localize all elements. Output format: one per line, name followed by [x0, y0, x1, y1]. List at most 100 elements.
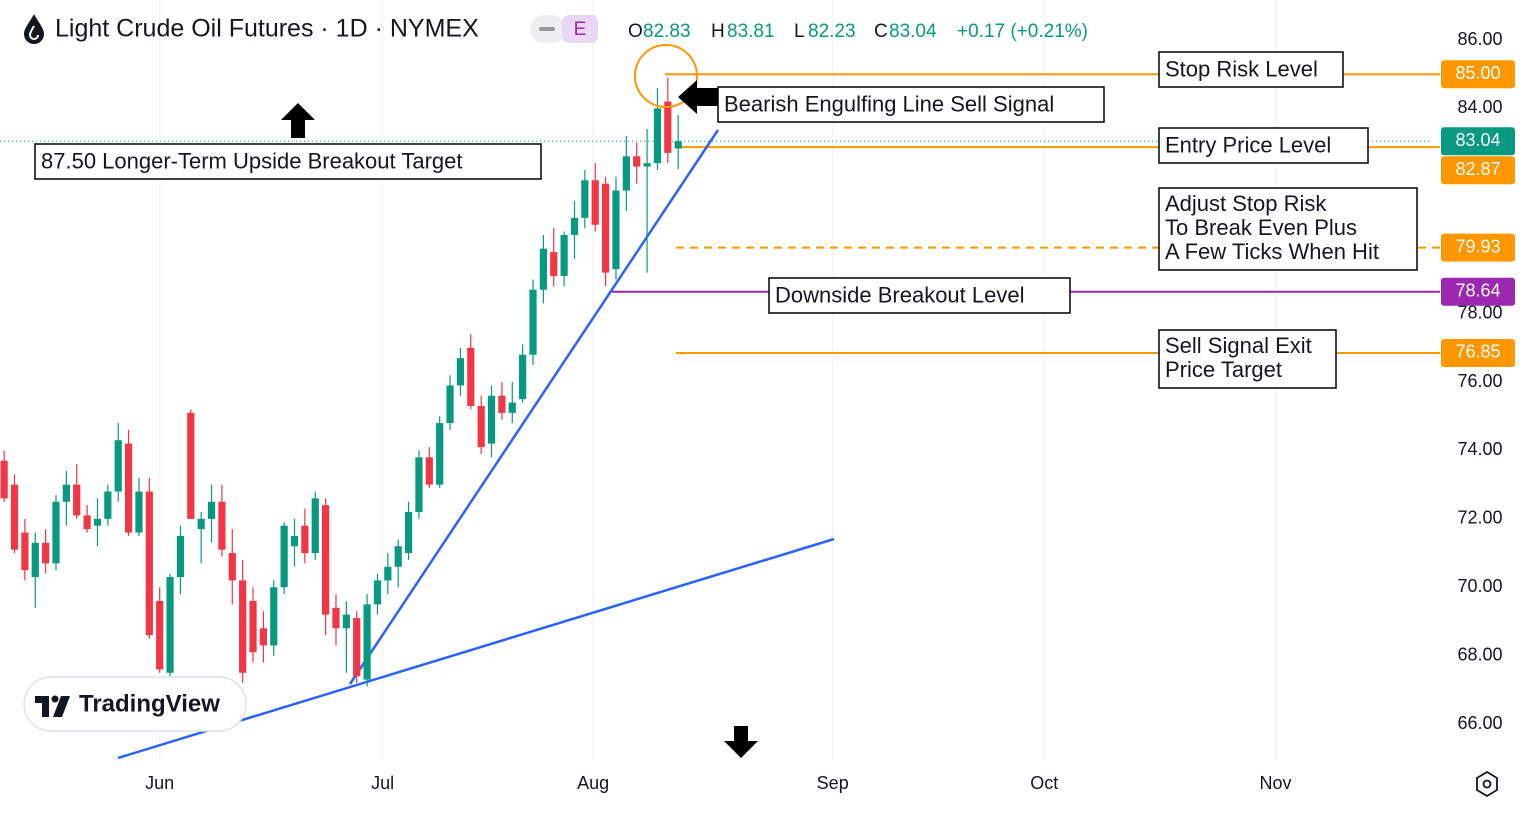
y-tick-label: 78.00	[1457, 302, 1502, 322]
y-tick-label: 68.00	[1457, 644, 1502, 664]
candle-body	[259, 628, 267, 646]
candle-body	[104, 491, 112, 519]
candle-body	[176, 535, 185, 578]
arrow-left	[678, 80, 718, 114]
watermark-box	[23, 676, 247, 732]
candle-body	[674, 141, 682, 149]
y-tick-label: 72.00	[1457, 508, 1502, 528]
candle-body	[156, 600, 164, 670]
candle-body	[290, 535, 299, 547]
x-tick-label: Aug	[577, 773, 609, 793]
annotation-text: To Break Even Plus	[1165, 215, 1357, 240]
price-label: 85.00	[1455, 63, 1500, 83]
candles	[0, 77, 682, 687]
price-label-box	[1441, 127, 1515, 156]
candle-body	[21, 532, 29, 571]
candle-body	[539, 248, 547, 290]
candle-body	[124, 443, 133, 533]
candle-body	[477, 405, 485, 448]
y-tick-label: 70.00	[1457, 576, 1502, 596]
price-label: 82.87	[1455, 159, 1500, 179]
candle-body	[601, 183, 610, 273]
candle-body	[342, 614, 350, 629]
candle-body	[239, 580, 247, 673]
x-tick-label: Jun	[145, 773, 174, 793]
candle-body	[207, 501, 216, 519]
annotation-box	[1158, 127, 1369, 164]
candle-body	[363, 604, 371, 680]
candle-body	[62, 484, 70, 502]
candle-body	[280, 525, 288, 588]
symbol-icon-detail	[28, 25, 39, 40]
candle-body	[353, 618, 361, 677]
watermark-icon	[53, 696, 70, 717]
candle-body	[218, 501, 226, 550]
candle-body	[114, 440, 122, 492]
candle-body	[664, 101, 672, 153]
x-tick-label: Jul	[371, 773, 394, 793]
watermark-icon	[35, 696, 49, 717]
y-tick-label: 86.00	[1457, 29, 1502, 49]
candle-body	[487, 395, 496, 444]
y-tick-label: 66.00	[1457, 713, 1502, 733]
price-label: 79.93	[1455, 236, 1500, 256]
annotation-text: A Few Ticks When Hit	[1165, 239, 1379, 264]
candle-body	[373, 580, 382, 605]
candle-body	[529, 289, 537, 355]
annotations: Stop Risk Level Bearish Engulfing Line Se…	[34, 51, 1418, 389]
chart-title: Light Crude Oil Futures · 1D · NYMEX	[55, 15, 479, 43]
highlight-circle	[634, 44, 698, 108]
ohlc-label: C	[874, 21, 888, 42]
candle-body	[166, 577, 174, 673]
y-tick-label: 76.00	[1457, 371, 1502, 391]
annotation-box	[34, 143, 542, 180]
ohlc-value: 82.23	[808, 21, 856, 42]
candle-body	[135, 491, 143, 533]
price-label: 76.85	[1455, 342, 1500, 362]
candle-body	[332, 607, 340, 629]
candle-body	[83, 515, 91, 530]
candle-body	[384, 566, 392, 581]
x-tick-label: Nov	[1259, 773, 1291, 793]
candle-body	[228, 553, 236, 581]
candle-body	[197, 518, 205, 530]
x-tick-label: Oct	[1030, 773, 1058, 793]
x-tick-label: Sep	[817, 773, 849, 793]
candle-body	[436, 423, 444, 485]
candle-body	[42, 542, 50, 564]
price-label-box	[1441, 233, 1515, 262]
candle-body	[404, 512, 413, 554]
candle-body	[591, 180, 599, 225]
candle-body	[311, 498, 319, 554]
price-label-box	[1441, 277, 1515, 306]
candle-body	[550, 252, 558, 277]
candle-body	[93, 518, 102, 526]
candle-body	[653, 108, 662, 164]
candle-body	[643, 163, 651, 167]
trend-line	[348, 129, 720, 685]
annotation-text: Sell Signal Exit	[1165, 333, 1312, 358]
annotation-text: Stop Risk Level	[1165, 56, 1318, 81]
candle-body	[456, 358, 465, 386]
candle-body	[145, 491, 153, 636]
candle-body	[622, 156, 630, 191]
candle-body	[10, 484, 19, 550]
price-label-box	[1441, 60, 1515, 89]
y-tick-label: 74.00	[1457, 439, 1502, 459]
annotation-box	[1158, 51, 1344, 88]
candle-body	[31, 542, 39, 578]
watermark-icon	[51, 695, 59, 703]
annotation-text: Entry Price Level	[1165, 132, 1331, 157]
candle-body	[612, 190, 620, 270]
badge-dash	[539, 27, 555, 31]
annotation-text: Downside Breakout Level	[775, 282, 1024, 307]
settings-icon[interactable]	[1482, 779, 1492, 789]
settings-icon[interactable]	[1476, 770, 1498, 798]
candle-body	[394, 546, 402, 567]
annotation-box	[1158, 329, 1337, 389]
candle-body	[301, 525, 309, 554]
candle-body	[415, 457, 423, 513]
candle-body	[508, 402, 516, 413]
